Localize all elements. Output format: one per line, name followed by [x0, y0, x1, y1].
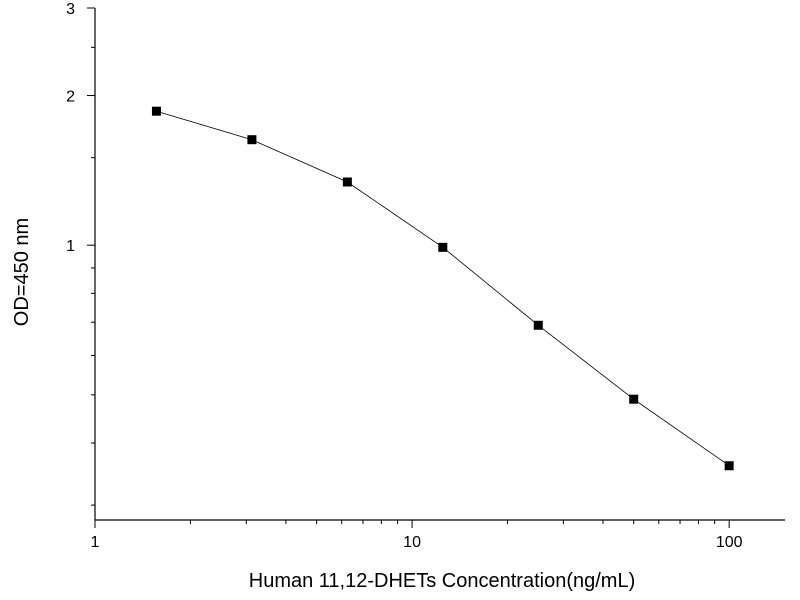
- data-point: [629, 394, 639, 404]
- x-tick-label: 10: [403, 534, 421, 551]
- tick-labels: 1 10 100 1 2 3: [66, 1, 743, 551]
- y-axis-title: OD=450 nm: [11, 218, 33, 326]
- x-axis-title: Human 11,12-DHETs Concentration(ng/mL): [249, 570, 635, 592]
- y-tick-label: 3: [66, 1, 75, 18]
- data-point: [247, 135, 257, 145]
- data-point: [151, 106, 161, 116]
- data-point: [438, 242, 448, 252]
- x-tick-label: 1: [91, 534, 100, 551]
- y-tick-label: 1: [66, 238, 75, 255]
- y-tick-label: 2: [66, 89, 75, 106]
- data-point: [533, 320, 543, 330]
- data-point: [724, 461, 734, 471]
- ticks: [87, 7, 730, 528]
- axes: [94, 8, 785, 521]
- series-line: [156, 110, 730, 467]
- series-layer: [151, 106, 734, 471]
- data-point: [342, 177, 352, 187]
- x-tick-label: 100: [716, 534, 743, 551]
